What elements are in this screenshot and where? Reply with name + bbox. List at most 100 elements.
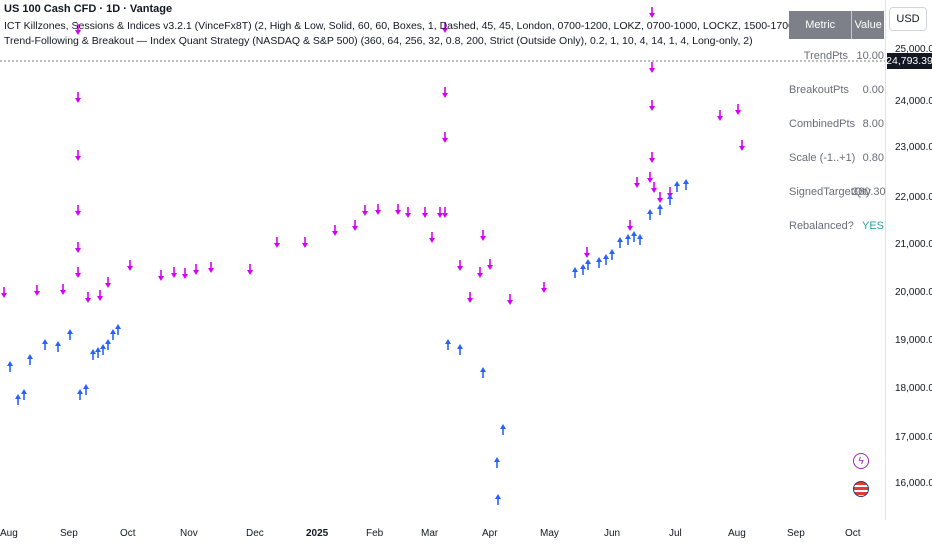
- price-axis-label: 21,000.00: [895, 239, 932, 250]
- buy-signal-arrow: [657, 204, 663, 209]
- sell-signal-arrow: [467, 298, 473, 303]
- time-axis-label: Feb: [366, 528, 384, 539]
- sell-signal-arrow: [75, 248, 81, 253]
- sell-signal-arrow: [247, 270, 253, 275]
- price-chart[interactable]: [0, 0, 885, 520]
- time-axis-label: May: [540, 528, 559, 539]
- time-axis-label: Aug: [0, 528, 18, 539]
- metric-value: 0.00: [862, 84, 884, 96]
- sell-signal-arrow: [649, 158, 655, 163]
- sell-signal-arrow: [34, 291, 40, 296]
- metric-value: YES: [861, 220, 884, 232]
- price-axis-label: 20,000.00: [895, 287, 932, 298]
- sell-signal-arrow: [649, 13, 655, 18]
- buy-signal-arrow: [110, 329, 116, 334]
- buy-signal-arrow: [95, 347, 101, 352]
- buy-signal-arrow: [617, 237, 623, 242]
- sell-signal-arrow: [97, 296, 103, 301]
- buy-signal-arrow: [77, 389, 83, 394]
- sell-signal-arrow: [171, 273, 177, 278]
- sell-signal-arrow: [717, 116, 723, 121]
- metric-name: BreakoutPts: [789, 84, 849, 96]
- buy-signal-arrow: [115, 324, 121, 329]
- sell-signal-arrow: [193, 270, 199, 275]
- sell-signal-arrow: [395, 210, 401, 215]
- sell-signal-arrow: [437, 213, 443, 218]
- time-axis-label: Sep: [60, 528, 78, 539]
- buy-signal-arrow: [609, 249, 615, 254]
- buy-signal-arrow: [580, 264, 586, 269]
- last-price-tag: 24,793.39: [886, 53, 932, 69]
- sell-signal-arrow: [739, 146, 745, 151]
- sell-signal-arrow: [657, 198, 663, 203]
- value-column-header: Value: [851, 11, 884, 39]
- sell-signal-arrow: [75, 211, 81, 216]
- price-axis-label: 17,000.00: [895, 432, 932, 443]
- sell-signal-arrow: [105, 283, 111, 288]
- price-axis-label: 24,000.00: [895, 96, 932, 107]
- metric-name: TrendPts: [803, 50, 848, 62]
- buy-signal-arrow: [100, 344, 106, 349]
- indicator-legend-killzones[interactable]: ICT Killzones, Sessions & Indices v3.2.1…: [4, 20, 884, 32]
- price-axis-label: 23,000.00: [895, 142, 932, 153]
- buy-signal-arrow: [55, 341, 61, 346]
- indicator-legend-strategy[interactable]: Trend-Following & Breakout — Index Quant…: [4, 35, 753, 47]
- metrics-row: TrendPts 10.00: [789, 39, 884, 73]
- buy-signal-arrow: [445, 339, 451, 344]
- time-axis-label: Apr: [482, 528, 498, 539]
- sell-signal-arrow: [1, 293, 7, 298]
- sell-signal-arrow: [480, 236, 486, 241]
- buy-signal-arrow: [494, 457, 500, 462]
- time-axis-label: Dec: [246, 528, 264, 539]
- sell-signal-arrow: [649, 106, 655, 111]
- buy-signal-arrow: [27, 354, 33, 359]
- sell-signal-arrow: [442, 213, 448, 218]
- sell-signal-arrow: [75, 98, 81, 103]
- lightning-icon[interactable]: ϟ: [853, 453, 869, 469]
- buy-signal-arrow: [457, 344, 463, 349]
- buy-signal-arrow: [603, 254, 609, 259]
- sell-signal-arrow: [634, 183, 640, 188]
- buy-signal-arrow: [667, 194, 673, 199]
- time-axis-label: Nov: [180, 528, 198, 539]
- metrics-row: BreakoutPts 0.00: [789, 73, 884, 107]
- price-axis-label: 22,000.00: [895, 192, 932, 203]
- us-flag-icon[interactable]: [853, 481, 869, 497]
- sell-signal-arrow: [507, 300, 513, 305]
- buy-signal-arrow: [21, 389, 27, 394]
- metric-value: 8.00: [862, 118, 884, 130]
- sell-signal-arrow: [457, 266, 463, 271]
- metric-name: SignedTargetQty: [789, 186, 871, 198]
- buy-signal-arrow: [83, 384, 89, 389]
- sell-signal-arrow: [362, 211, 368, 216]
- time-axis-label: Jun: [604, 528, 621, 539]
- sell-signal-arrow: [375, 210, 381, 215]
- sell-signal-arrow: [442, 28, 448, 33]
- buy-signal-arrow: [67, 329, 73, 334]
- currency-button[interactable]: USD: [889, 7, 927, 31]
- metrics-row: Rebalanced? YES: [789, 209, 884, 243]
- sell-signal-arrow: [584, 253, 590, 258]
- metrics-row: Scale (-1..+1) 0.80: [789, 141, 884, 175]
- metric-value: 360.30: [852, 186, 886, 198]
- time-axis-label: Jul: [669, 528, 682, 539]
- sell-signal-arrow: [75, 156, 81, 161]
- sell-signal-arrow: [182, 274, 188, 279]
- sell-signal-arrow: [442, 93, 448, 98]
- buy-signal-arrow: [500, 424, 506, 429]
- buy-signal-arrow: [625, 234, 631, 239]
- metrics-table: Metric Value TrendPts 10.00 BreakoutPts 0.0…: [789, 11, 886, 243]
- price-axis-label: 19,000.00: [895, 335, 932, 346]
- sell-signal-arrow: [487, 265, 493, 270]
- sell-signal-arrow: [651, 188, 657, 193]
- symbol-title[interactable]: US 100 Cash CFD · 1D · Vantage: [4, 3, 173, 15]
- price-axis-label: 18,000.00: [895, 383, 932, 394]
- buy-signal-arrow: [42, 339, 48, 344]
- buy-signal-arrow: [495, 494, 501, 499]
- sell-signal-arrow: [627, 226, 633, 231]
- sell-signal-arrow: [649, 68, 655, 73]
- sell-signal-arrow: [442, 138, 448, 143]
- sell-signal-arrow: [735, 110, 741, 115]
- sell-signal-arrow: [405, 213, 411, 218]
- metrics-row: CombinedPts 8.00: [789, 107, 884, 141]
